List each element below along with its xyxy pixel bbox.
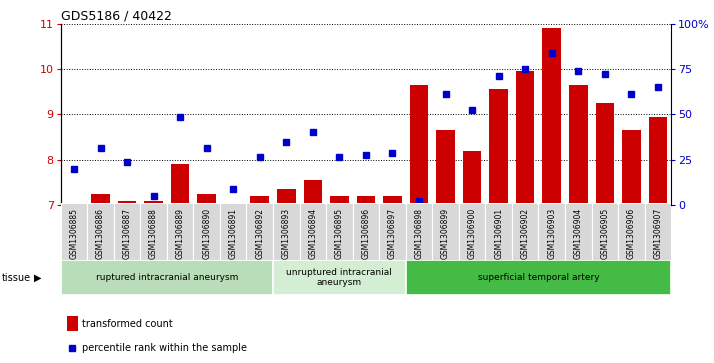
Bar <box>67 316 78 331</box>
Text: GSM1306897: GSM1306897 <box>388 208 397 259</box>
Text: superficial temporal artery: superficial temporal artery <box>478 273 599 282</box>
Bar <box>356 196 376 205</box>
Bar <box>595 103 614 205</box>
Bar <box>197 194 216 205</box>
Bar <box>118 200 136 205</box>
Bar <box>273 260 406 295</box>
Bar <box>144 200 163 205</box>
Bar <box>193 203 220 260</box>
Bar <box>406 260 671 295</box>
Text: GSM1306899: GSM1306899 <box>441 208 450 259</box>
Text: ▶: ▶ <box>34 273 42 283</box>
Text: GSM1306888: GSM1306888 <box>149 208 158 259</box>
Text: GSM1306906: GSM1306906 <box>627 208 636 259</box>
Text: transformed count: transformed count <box>82 319 173 329</box>
Text: tissue: tissue <box>1 273 31 283</box>
Bar <box>353 203 379 260</box>
Text: GSM1306893: GSM1306893 <box>282 208 291 259</box>
Bar <box>486 203 512 260</box>
Bar <box>410 85 428 205</box>
Bar <box>645 203 671 260</box>
Bar <box>569 85 588 205</box>
Text: GSM1306892: GSM1306892 <box>256 208 264 259</box>
Bar <box>277 189 296 205</box>
Text: GSM1306902: GSM1306902 <box>521 208 530 259</box>
Bar <box>220 203 246 260</box>
Text: GSM1306907: GSM1306907 <box>653 208 663 259</box>
Bar <box>432 203 459 260</box>
Bar <box>516 71 535 205</box>
Text: GSM1306891: GSM1306891 <box>228 208 238 259</box>
Bar <box>61 203 87 260</box>
Text: GSM1306885: GSM1306885 <box>69 208 79 259</box>
Text: GSM1306894: GSM1306894 <box>308 208 317 259</box>
Bar <box>87 203 114 260</box>
Text: GSM1306904: GSM1306904 <box>574 208 583 259</box>
Bar <box>251 196 269 205</box>
Bar <box>463 151 481 205</box>
Bar <box>622 130 640 205</box>
Bar <box>300 203 326 260</box>
Bar <box>273 203 300 260</box>
Bar <box>591 203 618 260</box>
Bar <box>648 117 667 205</box>
Bar <box>538 203 565 260</box>
Bar <box>565 203 591 260</box>
Bar <box>141 203 167 260</box>
Bar <box>330 196 348 205</box>
Text: GSM1306886: GSM1306886 <box>96 208 105 259</box>
Bar <box>512 203 538 260</box>
Bar <box>91 194 110 205</box>
Text: GSM1306890: GSM1306890 <box>202 208 211 259</box>
Text: GSM1306895: GSM1306895 <box>335 208 344 259</box>
Text: GSM1306903: GSM1306903 <box>547 208 556 259</box>
Bar <box>65 203 84 205</box>
Bar <box>114 203 141 260</box>
Text: ruptured intracranial aneurysm: ruptured intracranial aneurysm <box>96 273 238 282</box>
Bar <box>326 203 353 260</box>
Text: GSM1306900: GSM1306900 <box>468 208 476 259</box>
Text: GDS5186 / 40422: GDS5186 / 40422 <box>61 9 171 22</box>
Bar <box>246 203 273 260</box>
Bar <box>406 203 432 260</box>
Text: unruptured intracranial
aneurysm: unruptured intracranial aneurysm <box>286 268 392 287</box>
Bar <box>459 203 486 260</box>
Bar <box>61 260 273 295</box>
Text: percentile rank within the sample: percentile rank within the sample <box>82 343 247 353</box>
Text: GSM1306901: GSM1306901 <box>494 208 503 259</box>
Bar <box>383 196 402 205</box>
Bar <box>303 180 322 205</box>
Text: GSM1306896: GSM1306896 <box>361 208 371 259</box>
Bar <box>379 203 406 260</box>
Bar <box>436 130 455 205</box>
Bar <box>618 203 645 260</box>
Text: GSM1306887: GSM1306887 <box>123 208 131 259</box>
Text: GSM1306889: GSM1306889 <box>176 208 185 259</box>
Bar <box>167 203 193 260</box>
Text: GSM1306898: GSM1306898 <box>415 208 423 259</box>
Bar <box>543 28 561 205</box>
Text: GSM1306905: GSM1306905 <box>600 208 609 259</box>
Bar <box>489 89 508 205</box>
Bar <box>224 203 243 205</box>
Bar <box>171 164 189 205</box>
